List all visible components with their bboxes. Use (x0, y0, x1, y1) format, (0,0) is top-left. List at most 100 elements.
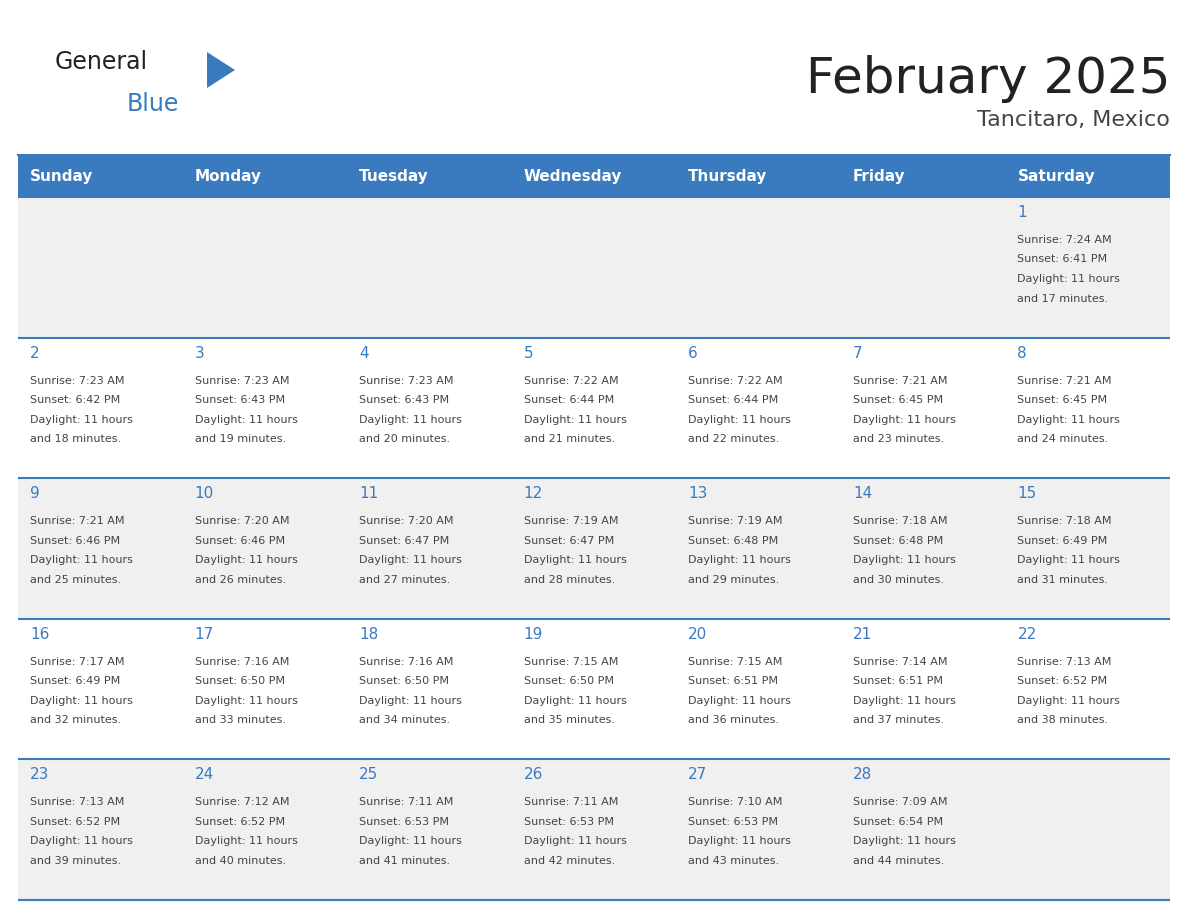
Text: Daylight: 11 hours: Daylight: 11 hours (524, 696, 626, 706)
Bar (18, 338, 1170, 478)
Text: and 17 minutes.: and 17 minutes. (1017, 294, 1108, 304)
Text: Daylight: 11 hours: Daylight: 11 hours (853, 415, 955, 425)
Text: Sunrise: 7:19 AM: Sunrise: 7:19 AM (688, 516, 783, 526)
Text: Sunset: 6:52 PM: Sunset: 6:52 PM (195, 817, 285, 827)
Text: Wednesday: Wednesday (524, 169, 623, 184)
Text: Daylight: 11 hours: Daylight: 11 hours (1017, 415, 1120, 425)
Text: Friday: Friday (853, 169, 905, 184)
Text: Daylight: 11 hours: Daylight: 11 hours (688, 555, 791, 565)
Text: Daylight: 11 hours: Daylight: 11 hours (524, 555, 626, 565)
Text: and 40 minutes.: and 40 minutes. (195, 856, 285, 866)
Text: and 42 minutes.: and 42 minutes. (524, 856, 615, 866)
Text: Daylight: 11 hours: Daylight: 11 hours (1017, 696, 1120, 706)
Text: and 28 minutes.: and 28 minutes. (524, 575, 615, 585)
Text: Daylight: 11 hours: Daylight: 11 hours (1017, 555, 1120, 565)
Text: 26: 26 (524, 767, 543, 782)
Text: 28: 28 (853, 767, 872, 782)
Text: Sunset: 6:51 PM: Sunset: 6:51 PM (688, 677, 778, 687)
Text: Monday: Monday (195, 169, 261, 184)
Text: Daylight: 11 hours: Daylight: 11 hours (688, 415, 791, 425)
Text: 10: 10 (195, 487, 214, 501)
Text: Daylight: 11 hours: Daylight: 11 hours (195, 696, 297, 706)
Bar (18, 155, 1170, 197)
Text: Sunrise: 7:19 AM: Sunrise: 7:19 AM (524, 516, 618, 526)
Text: and 30 minutes.: and 30 minutes. (853, 575, 943, 585)
Text: Daylight: 11 hours: Daylight: 11 hours (853, 836, 955, 846)
Text: Sunset: 6:50 PM: Sunset: 6:50 PM (195, 677, 285, 687)
Text: Sunset: 6:47 PM: Sunset: 6:47 PM (359, 536, 449, 545)
Text: Sunrise: 7:11 AM: Sunrise: 7:11 AM (359, 798, 454, 808)
Text: 27: 27 (688, 767, 708, 782)
Text: Sunset: 6:43 PM: Sunset: 6:43 PM (195, 395, 285, 405)
Text: Daylight: 11 hours: Daylight: 11 hours (30, 555, 133, 565)
Text: Daylight: 11 hours: Daylight: 11 hours (30, 696, 133, 706)
Text: Sunset: 6:53 PM: Sunset: 6:53 PM (688, 817, 778, 827)
Text: Sunrise: 7:17 AM: Sunrise: 7:17 AM (30, 656, 125, 666)
Text: Sunset: 6:54 PM: Sunset: 6:54 PM (853, 817, 943, 827)
Text: and 18 minutes.: and 18 minutes. (30, 434, 121, 444)
Text: and 44 minutes.: and 44 minutes. (853, 856, 944, 866)
Text: and 33 minutes.: and 33 minutes. (195, 715, 285, 725)
Text: Daylight: 11 hours: Daylight: 11 hours (30, 836, 133, 846)
Text: Sunrise: 7:21 AM: Sunrise: 7:21 AM (30, 516, 125, 526)
Text: Daylight: 11 hours: Daylight: 11 hours (359, 836, 462, 846)
Text: Sunset: 6:48 PM: Sunset: 6:48 PM (688, 536, 778, 545)
Text: Sunset: 6:47 PM: Sunset: 6:47 PM (524, 536, 614, 545)
Text: 16: 16 (30, 627, 50, 642)
Text: Sunset: 6:50 PM: Sunset: 6:50 PM (524, 677, 614, 687)
Text: Daylight: 11 hours: Daylight: 11 hours (1017, 274, 1120, 284)
Text: Daylight: 11 hours: Daylight: 11 hours (688, 836, 791, 846)
Bar (18, 478, 1170, 619)
Text: and 26 minutes.: and 26 minutes. (195, 575, 285, 585)
Text: 22: 22 (1017, 627, 1037, 642)
Text: Sunrise: 7:22 AM: Sunrise: 7:22 AM (524, 375, 618, 386)
Text: 15: 15 (1017, 487, 1037, 501)
Text: and 20 minutes.: and 20 minutes. (359, 434, 450, 444)
Text: Sunset: 6:50 PM: Sunset: 6:50 PM (359, 677, 449, 687)
Text: Sunrise: 7:13 AM: Sunrise: 7:13 AM (30, 798, 125, 808)
Text: and 43 minutes.: and 43 minutes. (688, 856, 779, 866)
Text: Sunset: 6:42 PM: Sunset: 6:42 PM (30, 395, 120, 405)
Text: 11: 11 (359, 487, 379, 501)
Text: 7: 7 (853, 345, 862, 361)
Text: 6: 6 (688, 345, 699, 361)
Text: 18: 18 (359, 627, 379, 642)
Text: and 19 minutes.: and 19 minutes. (195, 434, 285, 444)
Text: Sunset: 6:45 PM: Sunset: 6:45 PM (853, 395, 943, 405)
Text: Blue: Blue (127, 92, 179, 116)
Text: 21: 21 (853, 627, 872, 642)
Text: Daylight: 11 hours: Daylight: 11 hours (853, 555, 955, 565)
Text: Daylight: 11 hours: Daylight: 11 hours (30, 415, 133, 425)
Polygon shape (207, 52, 235, 88)
Text: Tancitaro, Mexico: Tancitaro, Mexico (977, 110, 1170, 130)
Text: Daylight: 11 hours: Daylight: 11 hours (524, 836, 626, 846)
Text: Sunrise: 7:15 AM: Sunrise: 7:15 AM (688, 656, 783, 666)
Text: Sunrise: 7:15 AM: Sunrise: 7:15 AM (524, 656, 618, 666)
Text: February 2025: February 2025 (805, 55, 1170, 103)
Text: Daylight: 11 hours: Daylight: 11 hours (359, 555, 462, 565)
Text: Sunrise: 7:23 AM: Sunrise: 7:23 AM (30, 375, 125, 386)
Text: and 24 minutes.: and 24 minutes. (1017, 434, 1108, 444)
Text: Sunset: 6:44 PM: Sunset: 6:44 PM (688, 395, 778, 405)
Text: Tuesday: Tuesday (359, 169, 429, 184)
Text: Sunset: 6:44 PM: Sunset: 6:44 PM (524, 395, 614, 405)
Text: Sunrise: 7:18 AM: Sunrise: 7:18 AM (1017, 516, 1112, 526)
Text: Sunset: 6:53 PM: Sunset: 6:53 PM (359, 817, 449, 827)
Text: Sunset: 6:46 PM: Sunset: 6:46 PM (195, 536, 285, 545)
Text: Daylight: 11 hours: Daylight: 11 hours (195, 555, 297, 565)
Text: Sunrise: 7:21 AM: Sunrise: 7:21 AM (853, 375, 947, 386)
Text: Daylight: 11 hours: Daylight: 11 hours (359, 415, 462, 425)
Text: and 35 minutes.: and 35 minutes. (524, 715, 614, 725)
Text: Daylight: 11 hours: Daylight: 11 hours (524, 415, 626, 425)
Text: and 34 minutes.: and 34 minutes. (359, 715, 450, 725)
Text: Sunset: 6:46 PM: Sunset: 6:46 PM (30, 536, 120, 545)
Text: 8: 8 (1017, 345, 1028, 361)
Text: Sunset: 6:49 PM: Sunset: 6:49 PM (1017, 536, 1107, 545)
Text: 19: 19 (524, 627, 543, 642)
Text: Sunrise: 7:12 AM: Sunrise: 7:12 AM (195, 798, 289, 808)
Text: Thursday: Thursday (688, 169, 767, 184)
Text: 3: 3 (195, 345, 204, 361)
Text: Sunrise: 7:24 AM: Sunrise: 7:24 AM (1017, 235, 1112, 245)
Bar (18, 759, 1170, 900)
Text: Sunset: 6:51 PM: Sunset: 6:51 PM (853, 677, 943, 687)
